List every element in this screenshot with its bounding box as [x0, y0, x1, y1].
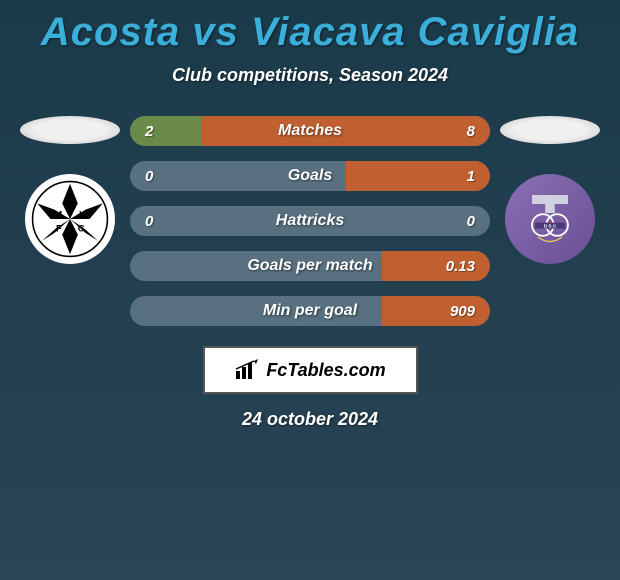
- stat-fill-right: [202, 116, 490, 146]
- stat-value-right: 1: [467, 168, 475, 185]
- stat-label: Goals: [288, 167, 332, 185]
- right-team-col: D S C: [490, 116, 610, 264]
- svg-text:F: F: [56, 223, 62, 233]
- stat-label: Goals per match: [247, 257, 372, 275]
- mwfc-badge-icon: M W F C: [31, 180, 109, 258]
- page-title: Acosta vs Viacava Caviglia: [41, 10, 579, 55]
- dsc-badge-icon: D S C: [520, 189, 580, 249]
- stat-value-left: 0: [145, 168, 153, 185]
- comparison-area: M W F C 2 Matches 8 0 Goals 1 0 Hattricks 0 Goals…: [0, 116, 620, 326]
- right-player-placeholder: [500, 116, 600, 144]
- stat-row: 2 Matches 8: [130, 116, 490, 146]
- stat-value-left: 2: [145, 123, 153, 140]
- stat-value-right: 0.13: [446, 258, 475, 275]
- date-label: 24 october 2024: [242, 409, 378, 430]
- stat-row: Goals per match 0.13: [130, 251, 490, 281]
- chart-icon: [234, 359, 260, 381]
- logo-text: FcTables.com: [266, 360, 385, 381]
- stat-label: Matches: [278, 122, 342, 140]
- subtitle: Club competitions, Season 2024: [172, 65, 448, 86]
- stat-row: 0 Hattricks 0: [130, 206, 490, 236]
- svg-text:W: W: [79, 209, 88, 219]
- fctables-logo: FcTables.com: [203, 346, 418, 394]
- left-team-col: M W F C: [10, 116, 130, 264]
- stat-row: 0 Goals 1: [130, 161, 490, 191]
- stat-label: Min per goal: [263, 302, 357, 320]
- left-player-placeholder: [20, 116, 120, 144]
- svg-text:C: C: [78, 223, 85, 233]
- left-team-badge: M W F C: [25, 174, 115, 264]
- stat-value-right: 909: [450, 303, 475, 320]
- stat-label: Hattricks: [276, 212, 344, 230]
- stat-fill-left: [130, 116, 202, 146]
- svg-text:M: M: [54, 209, 62, 219]
- stat-value-right: 0: [467, 213, 475, 230]
- stat-value-right: 8: [467, 123, 475, 140]
- stat-row: Min per goal 909: [130, 296, 490, 326]
- right-team-badge: D S C: [505, 174, 595, 264]
- stats-column: 2 Matches 8 0 Goals 1 0 Hattricks 0 Goals per mat…: [130, 116, 490, 326]
- svg-text:D S C: D S C: [544, 223, 557, 229]
- stat-value-left: 0: [145, 213, 153, 230]
